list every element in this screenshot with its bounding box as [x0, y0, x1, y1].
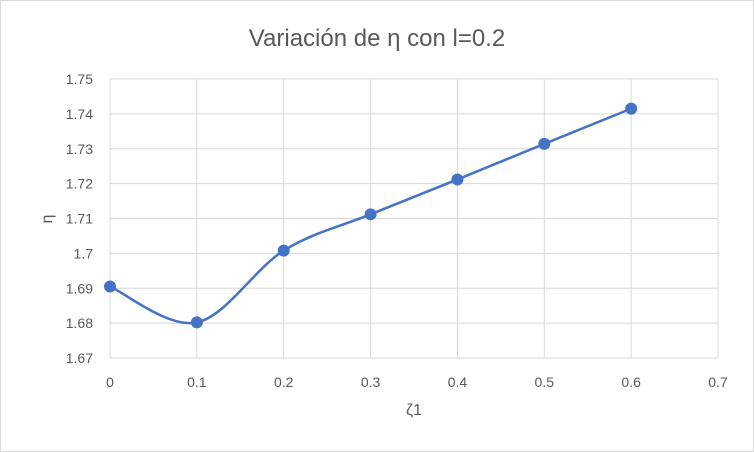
y-tick-label: 1.68: [66, 315, 93, 331]
x-tick-label: 0.2: [274, 374, 294, 390]
chart-title: Variación de η con l=0.2: [249, 25, 505, 52]
data-point: [625, 102, 638, 115]
x-tick-label: 0: [106, 374, 114, 390]
gridlines: [109, 78, 719, 359]
x-axis-ticks: 0 0.1 0.2 0.3 0.4 0.5 0.6 0.7: [106, 374, 728, 390]
y-tick-label: 1.74: [66, 106, 93, 122]
x-tick-label: 0.1: [187, 374, 207, 390]
data-point: [104, 280, 116, 293]
x-tick-label: 0.5: [535, 374, 555, 390]
y-tick-label: 1.71: [66, 211, 93, 227]
data-point: [190, 316, 203, 329]
series-layer: [104, 102, 638, 329]
y-axis-ticks: 1.67 1.68 1.69 1.7 1.71 1.72 1.73 1.74 1.75: [66, 71, 93, 366]
y-axis-label: η: [39, 215, 56, 224]
x-tick-label: 0.6: [621, 374, 641, 390]
x-axis-label: ζ1: [406, 402, 422, 419]
x-tick-label: 0.3: [361, 374, 381, 390]
y-tick-label: 1.67: [66, 350, 93, 366]
y-tick-label: 1.73: [66, 141, 93, 157]
x-tick-label: 0.7: [708, 374, 728, 390]
data-point: [538, 137, 551, 150]
x-tick-label: 0.4: [448, 374, 468, 390]
y-tick-label: 1.75: [66, 71, 93, 87]
y-tick-label: 1.69: [66, 280, 93, 296]
data-point: [451, 173, 464, 186]
y-tick-label: 1.72: [66, 176, 93, 192]
data-point: [277, 244, 290, 257]
y-tick-label: 1.7: [74, 245, 94, 261]
data-point: [364, 208, 377, 221]
